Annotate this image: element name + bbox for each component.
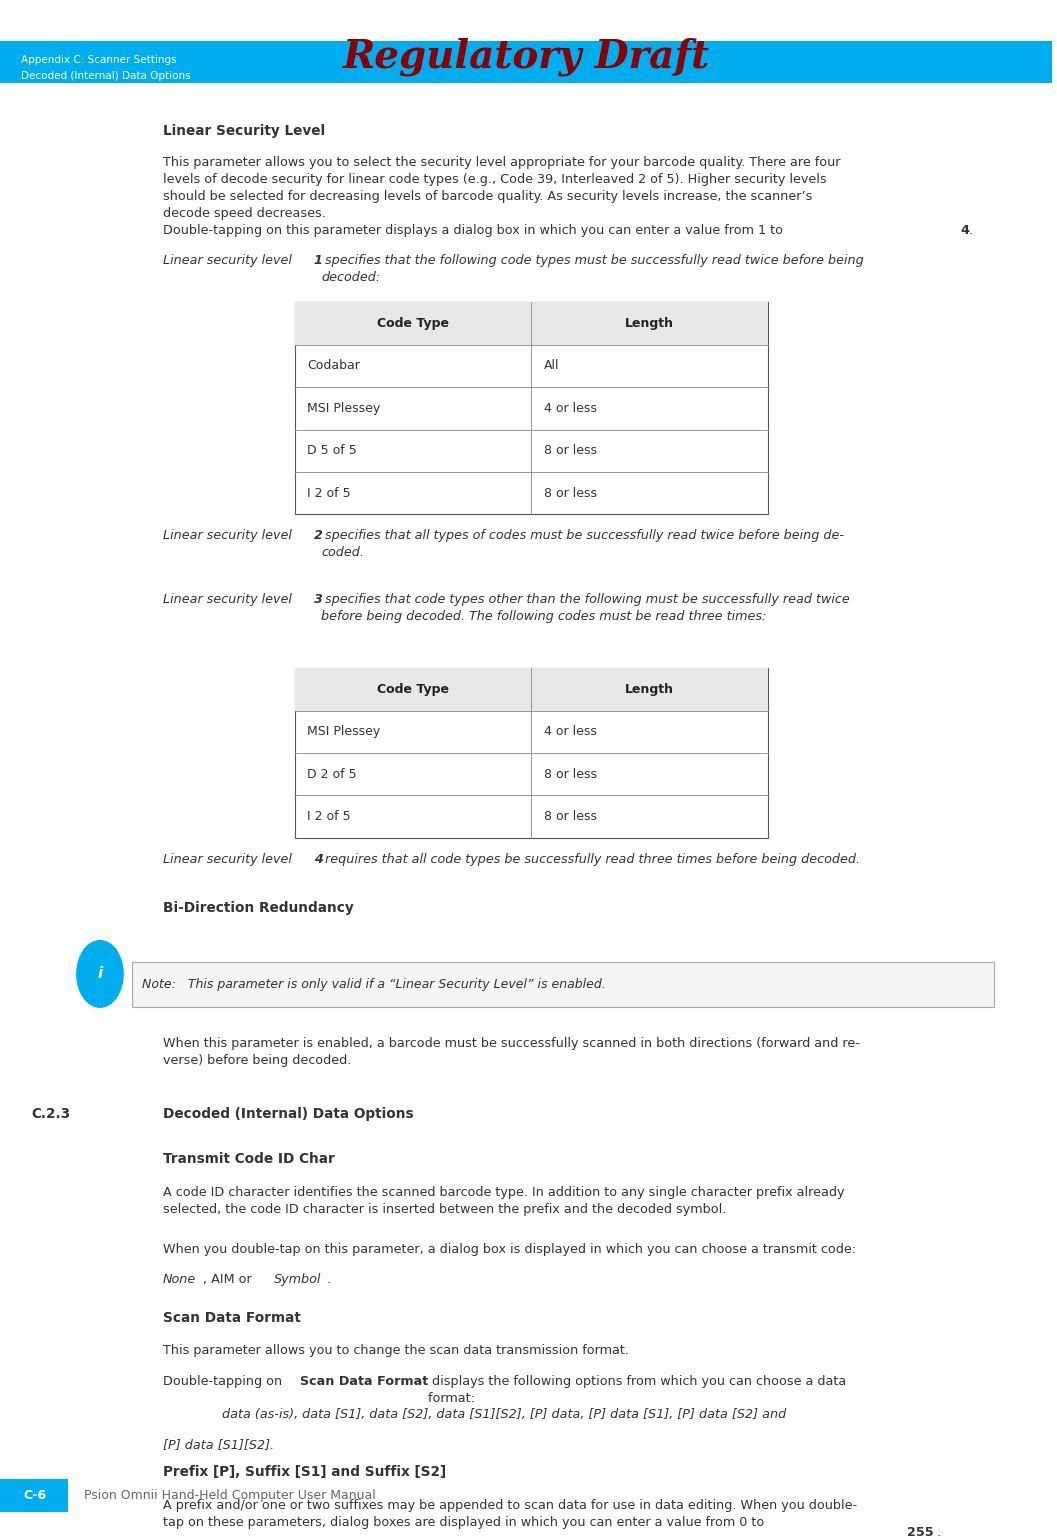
Text: Linear security level: Linear security level bbox=[163, 852, 296, 866]
Text: All: All bbox=[544, 359, 559, 373]
FancyBboxPatch shape bbox=[0, 41, 1053, 83]
Text: When you double-tap on this parameter, a dialog box is displayed in which you ca: When you double-tap on this parameter, a… bbox=[163, 1243, 856, 1273]
Text: Symbol: Symbol bbox=[274, 1273, 321, 1287]
Text: Transmit Code ID Char: Transmit Code ID Char bbox=[163, 1152, 335, 1166]
FancyBboxPatch shape bbox=[0, 1479, 69, 1513]
Text: Note:   This parameter is only valid if a “Linear Security Level” is enabled.: Note: This parameter is only valid if a … bbox=[142, 978, 606, 991]
Text: requires that all code types be successfully read three times before being decod: requires that all code types be successf… bbox=[321, 852, 860, 866]
Text: 8 or less: 8 or less bbox=[544, 809, 597, 823]
Text: 4: 4 bbox=[961, 224, 969, 237]
Text: D 5 of 5: D 5 of 5 bbox=[308, 444, 357, 458]
FancyBboxPatch shape bbox=[131, 962, 995, 1008]
Text: displays the following options from which you can choose a data
format:: displays the following options from whic… bbox=[428, 1375, 847, 1405]
Text: i: i bbox=[97, 966, 103, 982]
Text: Linear security level: Linear security level bbox=[163, 253, 296, 267]
Text: Prefix [P], Suffix [S1] and Suffix [S2]: Prefix [P], Suffix [S1] and Suffix [S2] bbox=[163, 1465, 446, 1479]
Text: Bi-Direction Redundancy: Bi-Direction Redundancy bbox=[163, 902, 354, 915]
Text: MSI Plessey: MSI Plessey bbox=[308, 402, 381, 415]
Text: Linear security level: Linear security level bbox=[163, 593, 296, 605]
Text: A prefix and/or one or two suffixes may be appended to scan data for use in data: A prefix and/or one or two suffixes may … bbox=[163, 1499, 857, 1528]
Text: 8 or less: 8 or less bbox=[544, 444, 597, 458]
Text: I 2 of 5: I 2 of 5 bbox=[308, 809, 351, 823]
Text: Double-tapping on this parameter displays a dialog box in which you can enter a : Double-tapping on this parameter display… bbox=[163, 224, 787, 237]
Text: This parameter allows you to change the scan data transmission format.: This parameter allows you to change the … bbox=[163, 1344, 629, 1358]
Text: 4 or less: 4 or less bbox=[544, 402, 597, 415]
Text: Code Type: Code Type bbox=[377, 684, 449, 696]
Text: C-6: C-6 bbox=[23, 1490, 47, 1502]
Text: [P] data [S1][S2].: [P] data [S1][S2]. bbox=[163, 1438, 274, 1452]
Text: 1: 1 bbox=[314, 253, 322, 267]
Text: Psion Omnii Hand-Held Computer User Manual: Psion Omnii Hand-Held Computer User Manu… bbox=[85, 1490, 376, 1502]
Text: A code ID character identifies the scanned barcode type. In addition to any sing: A code ID character identifies the scann… bbox=[163, 1186, 845, 1215]
Text: Double-tapping on: Double-tapping on bbox=[163, 1375, 286, 1387]
Text: Decoded (Internal) Data Options: Decoded (Internal) Data Options bbox=[163, 1107, 413, 1121]
Text: 8 or less: 8 or less bbox=[544, 768, 597, 780]
Text: specifies that all types of codes must be successfully read twice before being d: specifies that all types of codes must b… bbox=[321, 530, 843, 559]
Text: 4: 4 bbox=[314, 852, 322, 866]
Text: Regulatory Draft: Regulatory Draft bbox=[342, 38, 709, 77]
Text: Scan Data Format: Scan Data Format bbox=[163, 1312, 301, 1326]
Text: Length: Length bbox=[626, 684, 674, 696]
Text: 3: 3 bbox=[314, 593, 322, 605]
Text: MSI Plessey: MSI Plessey bbox=[308, 725, 381, 739]
Text: Decoded (Internal) Data Options: Decoded (Internal) Data Options bbox=[21, 71, 190, 80]
Text: 2: 2 bbox=[314, 530, 322, 542]
Text: .: . bbox=[968, 224, 972, 237]
Text: Length: Length bbox=[626, 316, 674, 330]
Text: None: None bbox=[163, 1273, 197, 1287]
Text: Codabar: Codabar bbox=[308, 359, 360, 373]
Text: specifies that the following code types must be successfully read twice before b: specifies that the following code types … bbox=[321, 253, 864, 284]
Text: Code Type: Code Type bbox=[377, 316, 449, 330]
Text: , AIM or: , AIM or bbox=[203, 1273, 256, 1287]
Text: 255: 255 bbox=[907, 1525, 933, 1536]
FancyBboxPatch shape bbox=[295, 303, 768, 515]
Text: .: . bbox=[937, 1525, 941, 1536]
Text: 4 or less: 4 or less bbox=[544, 725, 597, 739]
Text: I 2 of 5: I 2 of 5 bbox=[308, 487, 351, 499]
Text: C.2.3: C.2.3 bbox=[32, 1107, 71, 1121]
Text: Linear Security Level: Linear Security Level bbox=[163, 124, 326, 138]
Text: Appendix C: Scanner Settings: Appendix C: Scanner Settings bbox=[21, 55, 177, 66]
Text: D 2 of 5: D 2 of 5 bbox=[308, 768, 357, 780]
Text: Linear security level: Linear security level bbox=[163, 530, 296, 542]
Text: This parameter allows you to select the security level appropriate for your barc: This parameter allows you to select the … bbox=[163, 155, 840, 220]
Text: When this parameter is enabled, a barcode must be successfully scanned in both d: When this parameter is enabled, a barcod… bbox=[163, 1037, 860, 1068]
FancyBboxPatch shape bbox=[295, 303, 768, 344]
FancyBboxPatch shape bbox=[295, 668, 768, 711]
Text: .: . bbox=[327, 1273, 331, 1287]
FancyBboxPatch shape bbox=[295, 668, 768, 837]
Text: 8 or less: 8 or less bbox=[544, 487, 597, 499]
Circle shape bbox=[77, 940, 123, 1008]
Text: Scan Data Format: Scan Data Format bbox=[300, 1375, 428, 1387]
Text: data (as-is), data [S1], data [S2], data [S1][S2], [P] data, [P] data [S1], [P] : data (as-is), data [S1], data [S2], data… bbox=[222, 1409, 786, 1421]
Text: specifies that code types other than the following must be successfully read twi: specifies that code types other than the… bbox=[321, 593, 850, 622]
